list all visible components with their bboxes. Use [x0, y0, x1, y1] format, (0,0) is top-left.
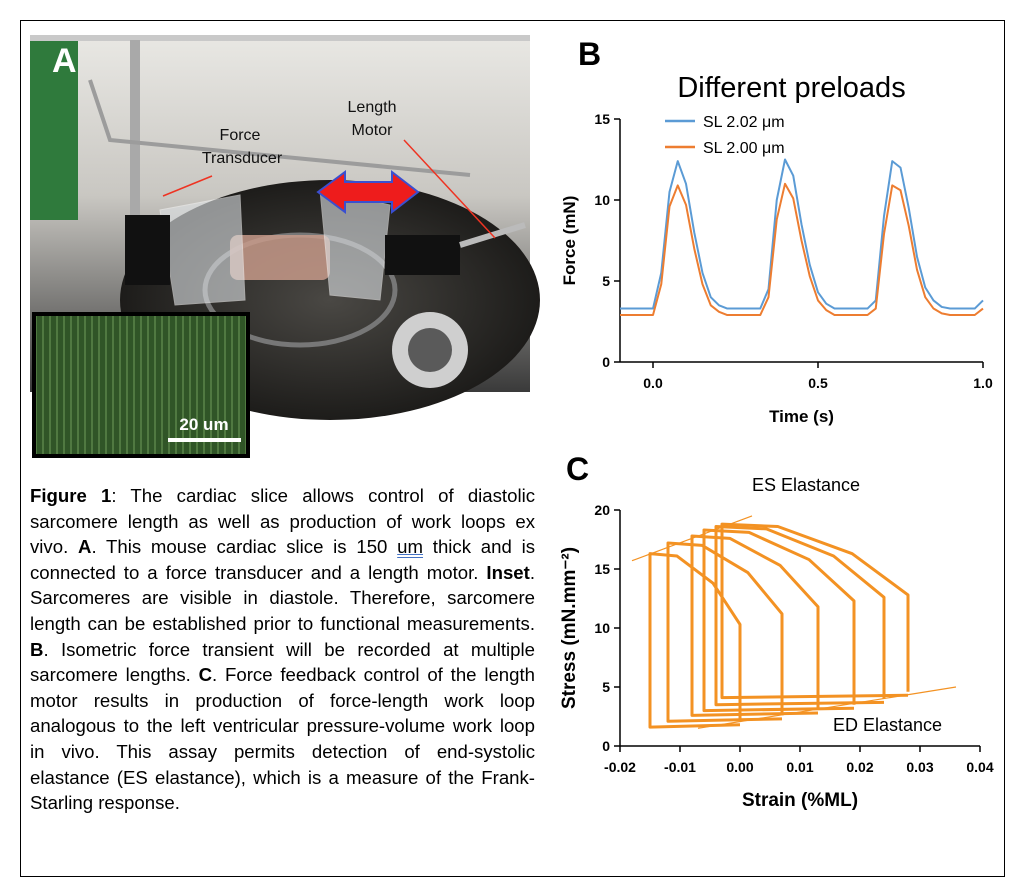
panel-label: B: [578, 36, 601, 72]
caption-text: . This mouse cardiac slice is 150: [91, 536, 398, 558]
x-axis-label: Time (s): [769, 407, 834, 426]
series-line: [690, 534, 820, 717]
x-tick-label: 1.0: [973, 375, 993, 391]
y-tick-label: 10: [594, 192, 610, 208]
y-tick-label: 15: [594, 111, 610, 127]
scale-bar-label: 20 um: [179, 415, 228, 434]
y-tick-label: 5: [602, 679, 610, 695]
caption-bold: Inset: [486, 561, 530, 583]
photo: A Force Transducer Length Motor 20 um: [30, 35, 540, 458]
chart-title: Different preloads: [677, 72, 905, 104]
y-axis-label: Stress (mN.mm⁻²): [559, 547, 580, 709]
series-line: [648, 552, 742, 729]
force-label: Transducer: [202, 150, 283, 167]
force-label: Force: [220, 127, 261, 144]
x-tick-label: 0.04: [966, 759, 993, 775]
series-line: [714, 525, 886, 707]
caption-text: thick and is connected to a force transd…: [30, 536, 535, 583]
caption-bold: C: [198, 664, 213, 686]
series-line: [666, 541, 784, 723]
annotation-label: ES Elastance: [752, 475, 860, 495]
caption-text: . Sarcomeres are visible in diastole. Th…: [30, 561, 535, 634]
y-tick-label: 5: [602, 273, 610, 289]
annotation-label: ED Elastance: [833, 715, 942, 735]
chart-b: B Different preloads 0 5 10 15 0.0 0.5 1.0 Time (…: [560, 36, 993, 426]
motor-label: Motor: [352, 122, 394, 139]
panel-label: A: [52, 42, 77, 80]
annotation-line: [631, 515, 753, 562]
caption-text: . Isometric force transient will be reco…: [30, 638, 535, 686]
legend-label: SL 2.00 μm: [703, 140, 785, 157]
y-tick-label: 15: [594, 561, 610, 577]
y-axis-label: Force (mN): [560, 196, 579, 286]
y-tick-label: 20: [594, 502, 610, 518]
x-tick-label: 0.03: [906, 759, 933, 775]
x-tick-label: 0.00: [726, 759, 753, 775]
x-tick-label: 0.5: [808, 375, 828, 391]
caption: Figure 1: The cardiac slice allows contr…: [30, 483, 535, 816]
series-line: [620, 182, 984, 317]
chart-c: C 0 5 10 15 20 -0.02 -0.01 0.00 0.01 0.02 0.03 0.04 S…: [559, 451, 994, 811]
y-tick-label: 10: [594, 620, 610, 636]
caption-text: . Force feedback control of the length m…: [30, 664, 535, 814]
panel-label: C: [566, 451, 589, 487]
motor-label: Length: [348, 99, 397, 116]
legend-label: SL 2.02 μm: [703, 114, 785, 131]
x-tick-label: -0.01: [664, 759, 696, 775]
caption-bold: A: [78, 536, 92, 558]
figure-frame: [20, 20, 1005, 877]
x-tick-label: 0.01: [786, 759, 813, 775]
caption-bold: Figure 1: [30, 485, 112, 506]
y-tick-label: 0: [602, 738, 610, 754]
x-tick-label: -0.02: [604, 759, 636, 775]
caption-text: um: [397, 536, 424, 558]
x-tick-label: 0.02: [846, 759, 873, 775]
x-axis-label: Strain (%ML): [742, 790, 858, 811]
y-tick-label: 0: [602, 354, 610, 370]
x-tick-label: 0.0: [643, 375, 663, 391]
series-line: [720, 522, 910, 700]
series-line: [702, 528, 856, 713]
caption-bold: B: [30, 638, 44, 660]
annotation-line: [697, 686, 957, 729]
caption-text: : The cardiac slice allows control of di…: [30, 485, 536, 558]
series-line: [620, 158, 984, 310]
